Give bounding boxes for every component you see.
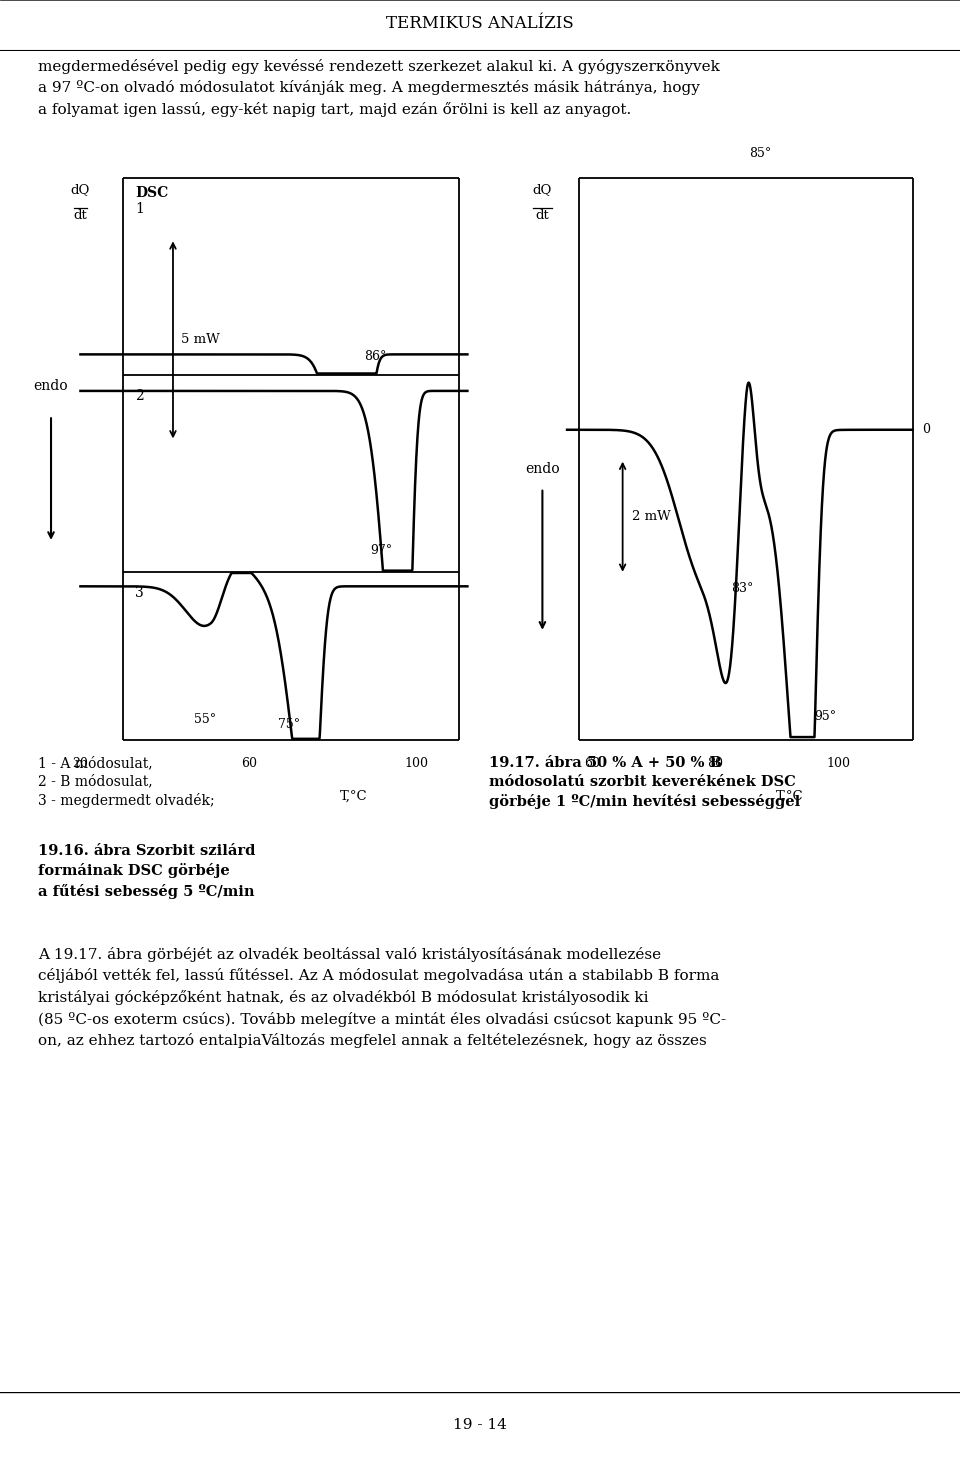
Text: 2: 2	[135, 389, 144, 404]
Text: dt: dt	[536, 210, 549, 223]
Text: 85°: 85°	[749, 147, 772, 160]
Text: endo: endo	[34, 379, 68, 393]
Text: T,°C: T,°C	[340, 790, 368, 803]
Text: 19 - 14: 19 - 14	[453, 1418, 507, 1431]
Text: 95°: 95°	[814, 709, 836, 722]
Text: 1: 1	[135, 203, 144, 216]
Text: 19.17. ábra 50 % A + 50 % B
módosolatú szorbit keverékének DSC
görbéje 1 ºC/min : 19.17. ábra 50 % A + 50 % B módosolatú s…	[489, 756, 800, 809]
Text: 60: 60	[584, 757, 600, 771]
Text: 0: 0	[922, 423, 930, 436]
Text: 1 - A módosulat,
2 - B módosulat,
3 - megdermedt olvadék;: 1 - A módosulat, 2 - B módosulat, 3 - me…	[38, 756, 215, 809]
Text: 20: 20	[73, 757, 88, 771]
Text: 83°: 83°	[731, 583, 753, 595]
Text: endo: endo	[525, 462, 560, 476]
Text: DSC: DSC	[135, 186, 168, 200]
Text: dQ: dQ	[71, 184, 90, 197]
Text: dt: dt	[74, 210, 87, 223]
Text: T,°C: T,°C	[776, 790, 804, 803]
Text: 100: 100	[827, 757, 851, 771]
Text: megdermedésével pedig egy kevéssé rendezett szerkezet alakul ki. A gyógyszerкöny: megdermedésével pedig egy kevéssé rendez…	[38, 59, 720, 117]
Text: 100: 100	[405, 757, 429, 771]
Text: 55°: 55°	[194, 712, 216, 725]
Text: 75°: 75°	[278, 718, 300, 731]
Text: dQ: dQ	[533, 184, 552, 197]
Text: A 19.17. ábra görbéjét az olvadék beoltással való kristályosításának modellezése: A 19.17. ábra görbéjét az olvadék beoltá…	[38, 947, 727, 1048]
Text: 97°: 97°	[371, 545, 393, 558]
Text: 80: 80	[708, 757, 723, 771]
Text: 19.16. ábra Szorbit szilárd
formáinak DSC görbéje
a fűtési sebesség 5 ºC/min: 19.16. ábra Szorbit szilárd formáinak DS…	[38, 844, 255, 898]
Text: 60: 60	[241, 757, 256, 771]
Text: TERMIKUS ANALÍZIS: TERMIKUS ANALÍZIS	[386, 15, 574, 32]
Text: 2 mW: 2 mW	[632, 511, 671, 523]
Text: 3: 3	[135, 586, 144, 600]
Text: 86°: 86°	[365, 351, 387, 363]
Text: 5 mW: 5 mW	[181, 333, 220, 346]
